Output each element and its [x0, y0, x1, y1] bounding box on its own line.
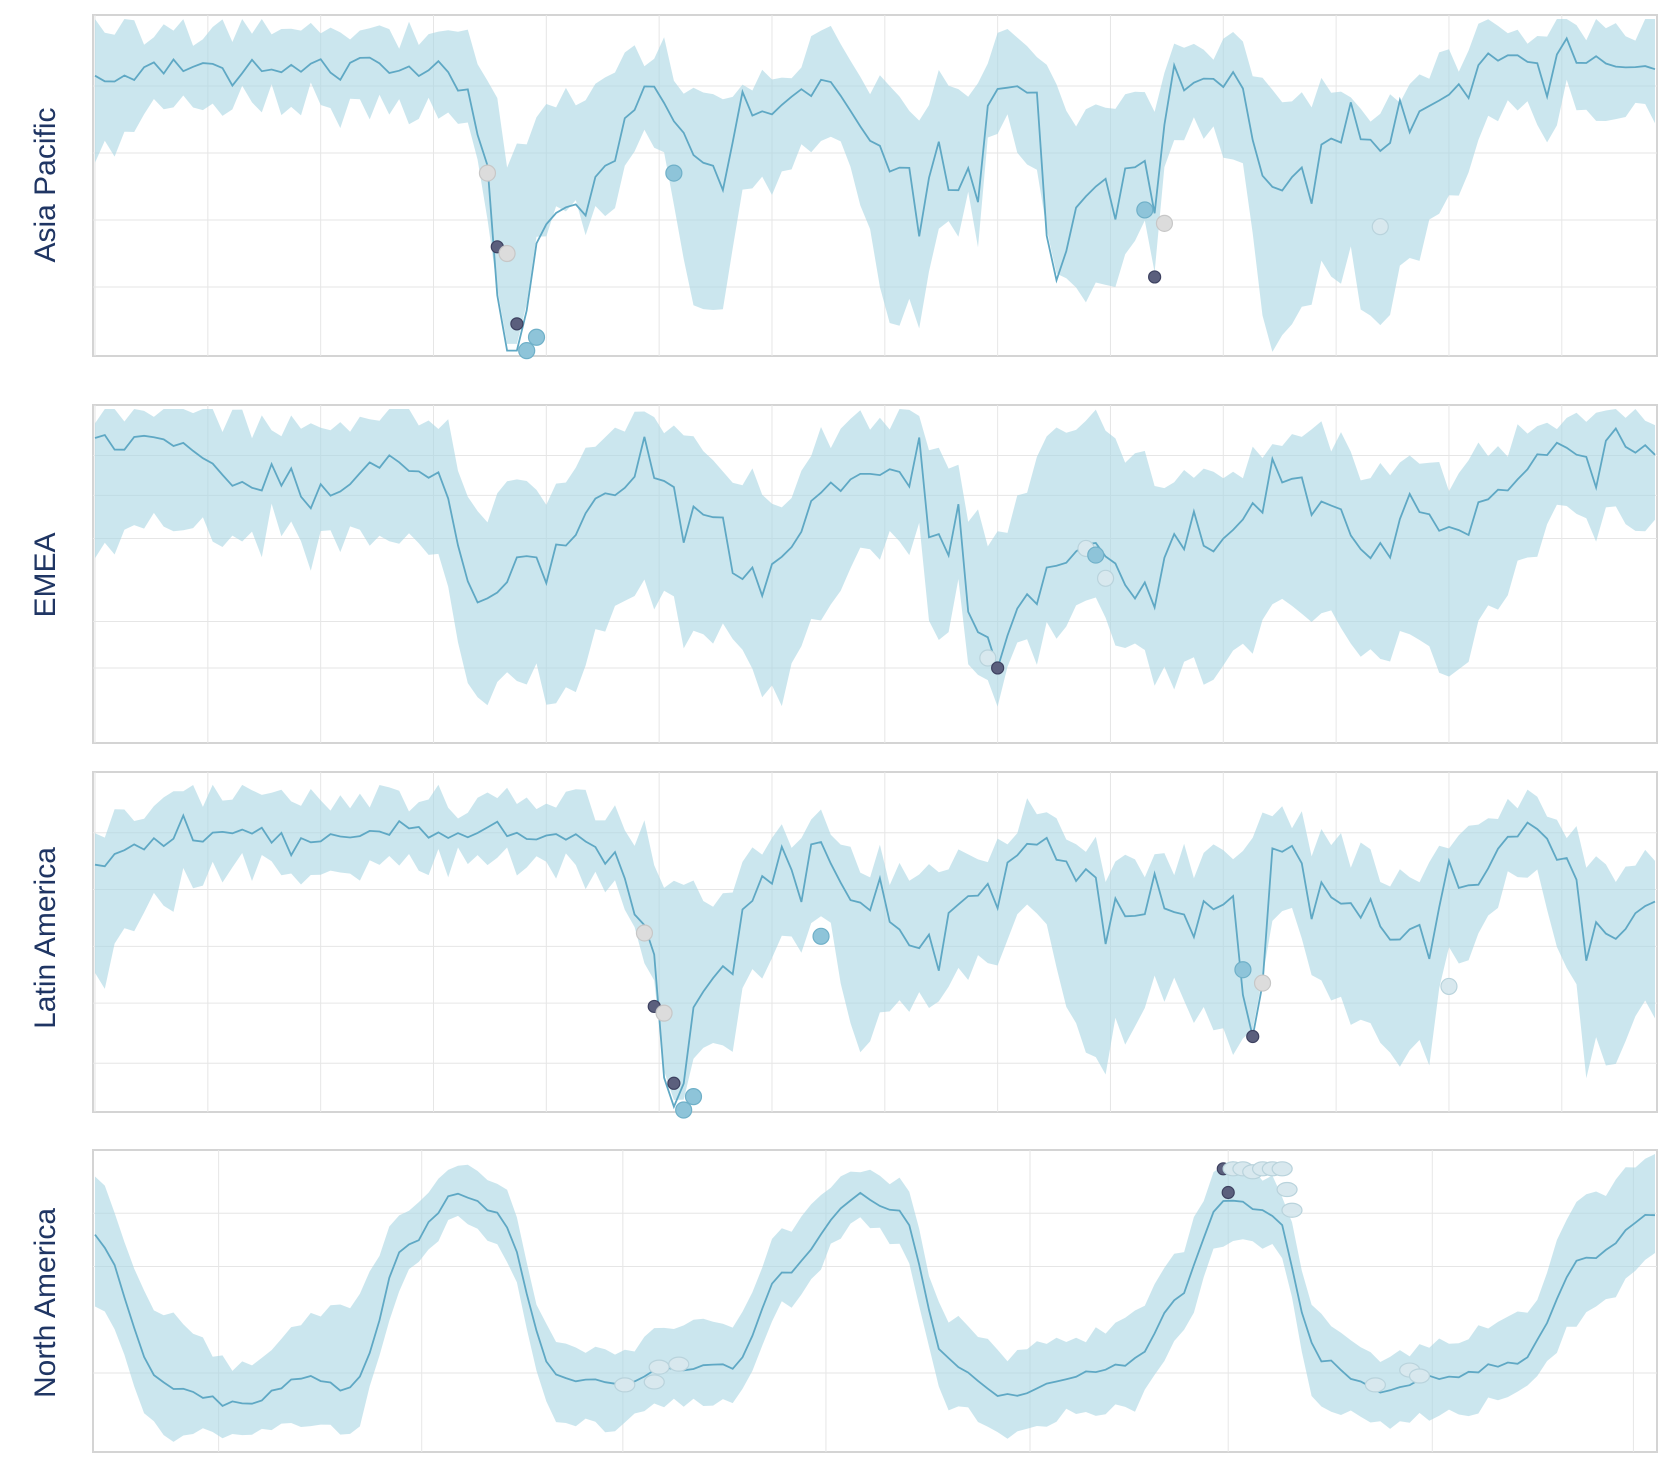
series-line: [94, 36, 1656, 352]
anomaly-point: [1253, 974, 1272, 992]
anomaly-markers: [635, 924, 1458, 1119]
panel-asia-pacific: Asia Pacific: [29, 14, 1658, 360]
anomaly-point: [1234, 961, 1252, 979]
anomaly-point: [1364, 1377, 1386, 1393]
anomaly-point: [812, 927, 830, 945]
panel-north-america: North America: [29, 1149, 1658, 1453]
region-label-north-america: North America: [29, 1208, 62, 1398]
anomaly-point: [510, 317, 524, 331]
anomaly-point: [1155, 214, 1174, 232]
anomaly-point: [1087, 546, 1105, 564]
confidence-band: [95, 409, 1655, 707]
anomaly-point: [979, 649, 997, 667]
region-label-asia-pacific: Asia Pacific: [29, 107, 62, 262]
anomaly-point: [991, 661, 1005, 675]
anomaly-point: [614, 1377, 636, 1393]
anomaly-point: [1408, 1368, 1431, 1384]
anomaly-point: [1371, 218, 1389, 236]
panel-latin-america: Latin America: [29, 771, 1658, 1119]
anomaly-point: [667, 1076, 681, 1090]
anomaly-point: [675, 1101, 693, 1119]
anomaly-point: [665, 164, 683, 182]
anomaly-point: [478, 164, 497, 182]
anomaly-markers: [979, 539, 1115, 675]
anomaly-point: [1246, 1029, 1260, 1044]
anomaly-markers: [478, 164, 1389, 360]
anomaly-point: [655, 1004, 673, 1022]
series-line: [94, 813, 1656, 1110]
region-label-emea: EMEA: [29, 532, 62, 617]
confidence-band: [95, 19, 1655, 352]
anomaly-point: [527, 328, 546, 346]
anomaly-point: [1221, 1185, 1235, 1200]
anomaly-point: [648, 1359, 670, 1375]
anomaly-point: [635, 924, 654, 942]
anomaly-point: [498, 244, 516, 263]
anomaly-markers: [614, 1161, 1431, 1393]
anomaly-point: [684, 1088, 703, 1106]
anomaly-point: [1440, 977, 1458, 996]
anomaly-point: [643, 1374, 665, 1390]
anomaly-point: [668, 1356, 690, 1372]
anomaly-point: [518, 342, 536, 360]
series-line: [94, 1191, 1656, 1407]
panel-emea: EMEA: [29, 404, 1658, 744]
anomaly-point: [1271, 1161, 1293, 1177]
anomaly-point: [1096, 569, 1115, 587]
confidence-band: [95, 784, 1655, 1100]
region-label-latin-america: Latin America: [29, 847, 62, 1029]
anomaly-point: [1276, 1181, 1298, 1198]
anomaly-point: [1281, 1202, 1303, 1218]
confidence-band: [95, 1154, 1655, 1442]
anomaly-point: [1148, 270, 1162, 284]
anomaly-point: [1136, 201, 1154, 219]
series-line: [94, 426, 1656, 672]
